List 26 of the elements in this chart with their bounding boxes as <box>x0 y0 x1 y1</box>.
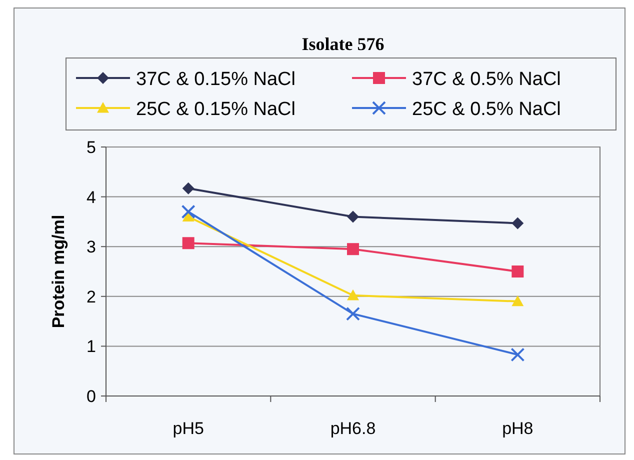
legend-label: 25C & 0.5% NaCl <box>412 99 561 120</box>
point <box>181 204 196 219</box>
y-tick-label: 1 <box>86 337 96 356</box>
chart-title: Isolate 576 <box>302 34 384 54</box>
point <box>347 243 359 256</box>
legend-label: 25C & 0.15% NaCl <box>136 99 296 120</box>
y-tick-label: 0 <box>86 387 96 406</box>
x-tick-label: pH5 <box>172 419 204 438</box>
x-tick-label: pH6.8 <box>330 419 376 438</box>
y-tick-label: 4 <box>86 188 96 207</box>
y-tick-label: 2 <box>86 287 96 306</box>
legend-label: 37C & 0.15% NaCl <box>136 69 296 90</box>
y-tick-label: 3 <box>86 238 96 257</box>
point <box>347 210 359 223</box>
point <box>347 289 359 300</box>
point <box>510 348 525 362</box>
point <box>512 217 524 230</box>
legend-label: 37C & 0.5% NaCl <box>412 69 561 90</box>
point <box>182 182 194 194</box>
point <box>512 295 524 306</box>
x-tick-label: pH8 <box>502 419 534 438</box>
point <box>346 306 360 321</box>
y-tick-label: 5 <box>86 138 96 157</box>
point <box>512 266 524 278</box>
y-axis-title: Protein mg/ml <box>49 214 68 328</box>
point <box>182 237 194 250</box>
